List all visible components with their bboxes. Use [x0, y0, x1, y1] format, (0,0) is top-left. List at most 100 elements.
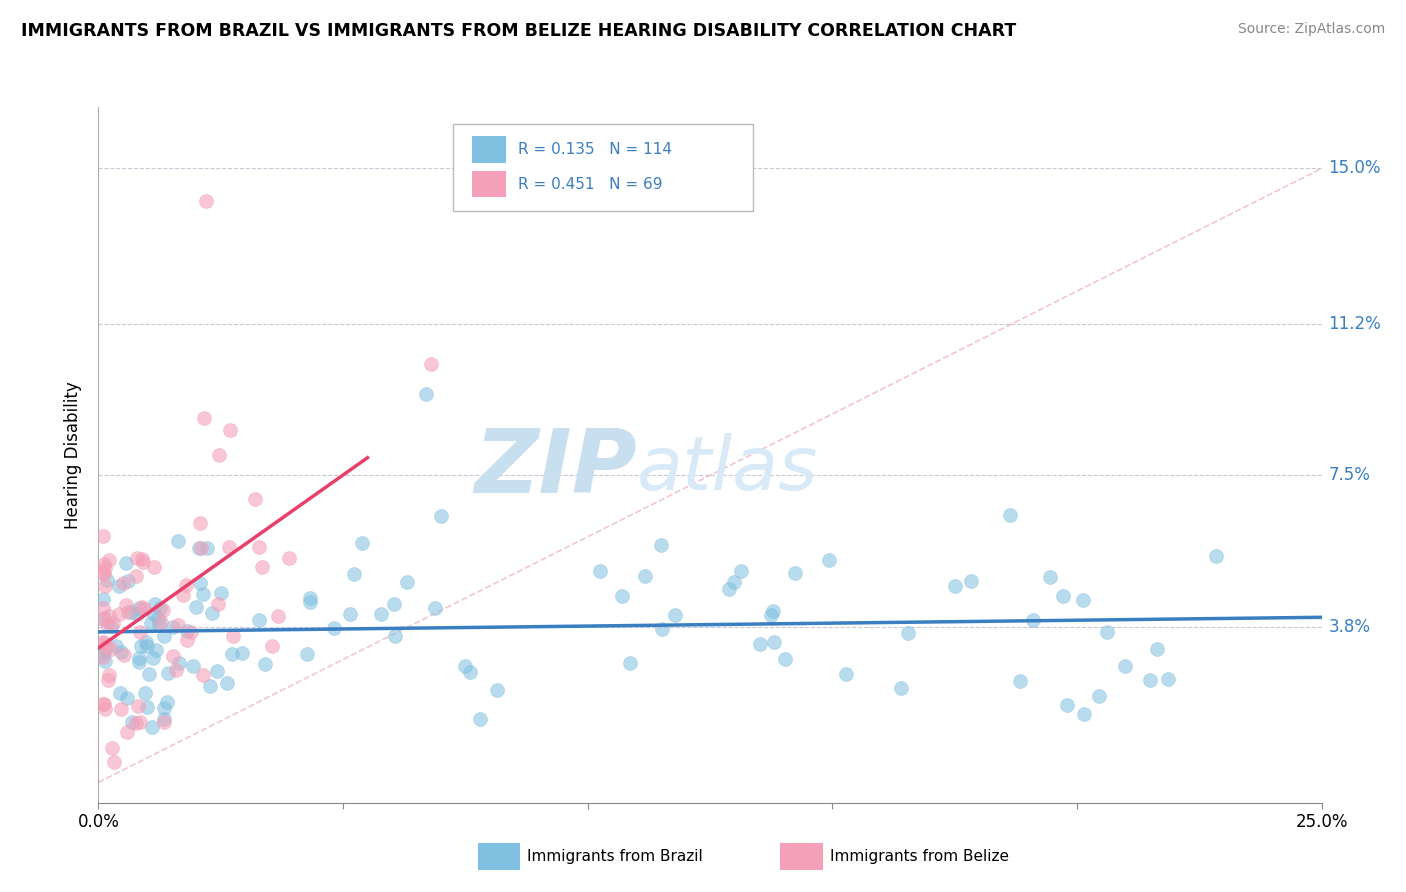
Point [245, 491, 267, 506]
Point [135, 639, 157, 653]
Point [107, 579, 129, 593]
Point [176, 633, 198, 648]
Point [143, 607, 166, 622]
Point [127, 699, 149, 714]
Point [1073, 707, 1095, 722]
Point [97, 673, 120, 687]
Point [650, 538, 672, 552]
Point [278, 551, 301, 566]
Point [1056, 698, 1078, 712]
Point [94, 639, 117, 653]
Point [150, 615, 173, 630]
Point [91, 592, 114, 607]
Point [835, 667, 858, 681]
Point [1095, 624, 1118, 639]
Point [162, 620, 184, 634]
Point [129, 714, 152, 729]
Text: Immigrants from Brazil: Immigrants from Brazil [527, 849, 703, 863]
Point [108, 607, 131, 621]
Point [460, 665, 482, 679]
Point [396, 574, 419, 589]
Point [188, 516, 211, 530]
Point [208, 448, 231, 462]
Point [231, 646, 253, 660]
Point [415, 386, 437, 401]
Point [188, 576, 211, 591]
Point [420, 357, 443, 371]
Point [162, 648, 184, 663]
Point [817, 553, 839, 567]
Point [94, 701, 117, 715]
Point [323, 620, 346, 634]
Point [94, 642, 117, 657]
Point [890, 681, 912, 695]
Point [96, 617, 118, 632]
Point [897, 626, 920, 640]
Point [959, 574, 981, 588]
Point [619, 656, 641, 670]
Point [96, 573, 118, 587]
Point [157, 665, 180, 680]
Point [193, 667, 215, 681]
Point [298, 591, 321, 605]
Point [775, 652, 797, 666]
Point [266, 609, 288, 624]
Point [128, 650, 150, 665]
Point [762, 635, 785, 649]
Point [589, 564, 612, 578]
Point [762, 604, 785, 618]
Y-axis label: Hearing Disability: Hearing Disability [65, 381, 83, 529]
Point [195, 194, 218, 209]
Point [250, 560, 273, 574]
Point [468, 712, 491, 726]
Point [136, 699, 159, 714]
Point [121, 714, 143, 729]
Point [201, 606, 224, 620]
Point [128, 625, 150, 640]
Point [153, 700, 176, 714]
Point [97, 668, 120, 682]
Point [485, 683, 508, 698]
Point [247, 540, 270, 554]
Point [382, 597, 405, 611]
Point [1114, 658, 1136, 673]
FancyBboxPatch shape [471, 171, 506, 197]
FancyBboxPatch shape [471, 136, 506, 162]
Text: ZIP: ZIP [474, 425, 637, 512]
Point [1146, 642, 1168, 657]
Point [207, 664, 229, 678]
Point [1022, 613, 1045, 627]
Point [108, 686, 131, 700]
Text: IMMIGRANTS FROM BRAZIL VS IMMIGRANTS FROM BELIZE HEARING DISABILITY CORRELATION : IMMIGRANTS FROM BRAZIL VS IMMIGRANTS FRO… [21, 22, 1017, 40]
Point [103, 755, 125, 769]
Point [93, 557, 115, 571]
Point [94, 654, 117, 668]
Point [94, 561, 117, 575]
Point [149, 601, 172, 615]
Point [91, 565, 114, 579]
Text: 11.2%: 11.2% [1329, 315, 1381, 333]
Point [209, 586, 232, 600]
Point [153, 715, 176, 730]
Point [998, 508, 1021, 523]
Point [141, 720, 163, 734]
Point [187, 541, 209, 555]
Point [125, 569, 148, 583]
Point [124, 715, 146, 730]
Point [110, 702, 132, 716]
Point [125, 607, 148, 622]
Point [1087, 689, 1109, 703]
Point [166, 618, 188, 632]
Point [132, 602, 155, 616]
Point [91, 697, 114, 711]
Point [295, 647, 318, 661]
Point [152, 603, 174, 617]
Point [110, 645, 132, 659]
Text: Source: ZipAtlas.com: Source: ZipAtlas.com [1237, 22, 1385, 37]
Point [141, 616, 163, 631]
Point [262, 639, 284, 653]
Point [247, 613, 270, 627]
Point [98, 609, 121, 624]
Point [167, 656, 190, 670]
Point [430, 509, 453, 524]
